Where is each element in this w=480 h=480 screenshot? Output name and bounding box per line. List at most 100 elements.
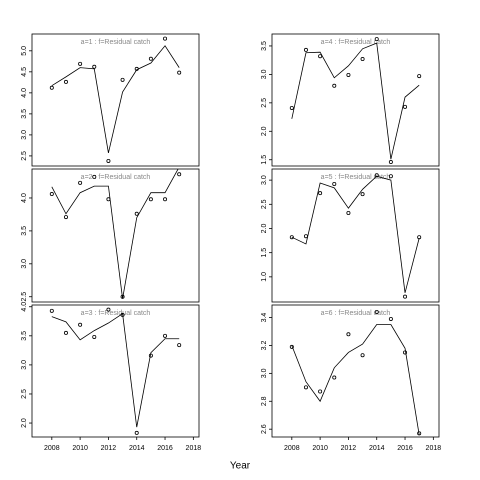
data-point (148, 197, 153, 202)
y-tick-label: 2.5 (261, 98, 268, 108)
plot-area (49, 36, 182, 163)
plot-area (49, 307, 182, 435)
x-axis-label: Year (230, 461, 251, 472)
x-tick-label: 2016 (157, 445, 173, 452)
x-tick-label: 2008 (44, 445, 60, 452)
fitted-line (291, 42, 420, 160)
data-point (417, 74, 422, 79)
y-tick-label: 1.5 (261, 248, 268, 258)
plot-area (289, 173, 422, 299)
data-point (92, 334, 97, 339)
data-point (374, 37, 379, 42)
y-tick-label: 3.5 (261, 41, 268, 51)
data-point (134, 211, 139, 216)
fitted-line (291, 324, 420, 435)
y-tick-label: 2.0 (261, 224, 268, 234)
data-point (346, 211, 351, 216)
data-point (360, 353, 365, 358)
data-point (388, 160, 393, 165)
panel-frame (271, 168, 440, 303)
data-point (163, 36, 168, 41)
y-tick-label: 5.0 (21, 46, 28, 56)
panel-title: a=5 : f=Residual catch (321, 174, 391, 181)
y-tick-label: 2.5 (261, 199, 268, 209)
data-point (92, 64, 97, 69)
x-tick-label: 2018 (186, 445, 202, 452)
y-tick-label: 2.5 (21, 389, 28, 399)
fitted-line (291, 175, 420, 293)
y-tick-label: 2.0 (261, 126, 268, 136)
x-tick-label: 2012 (341, 445, 357, 452)
fitted-line (51, 45, 180, 154)
y-tick-label: 3.5 (21, 226, 28, 236)
data-point (374, 173, 379, 178)
x-tick-label: 2010 (72, 445, 88, 452)
y-tick-label: 3.2 (261, 340, 268, 350)
data-point (318, 389, 323, 394)
data-point (374, 309, 379, 314)
data-point (332, 83, 337, 88)
x-tick-label: 2010 (312, 445, 328, 452)
x-tick-label: 2012 (101, 445, 117, 452)
data-point (120, 77, 125, 82)
data-point (92, 174, 97, 179)
y-tick-label: 2.8 (261, 396, 268, 406)
data-point (163, 197, 168, 202)
data-point (332, 181, 337, 186)
panel-frame (31, 168, 200, 303)
data-point (134, 430, 139, 435)
data-point (49, 308, 54, 313)
data-point (78, 61, 83, 66)
y-tick-label: 3.4 (261, 313, 268, 323)
plot-area (49, 169, 182, 299)
y-tick-label: 1.0 (261, 272, 268, 282)
data-point (360, 192, 365, 197)
data-point (63, 215, 68, 220)
data-point (49, 85, 54, 90)
y-tick-label: 2.0 (21, 418, 28, 428)
data-point (346, 332, 351, 337)
data-point (177, 172, 182, 177)
x-tick-label: 2014 (369, 445, 385, 452)
panel-title: a=3 : f=Residual catch (81, 310, 151, 317)
data-point (346, 72, 351, 77)
data-point (63, 79, 68, 84)
panel-title: a=6 : f=Residual catch (321, 310, 391, 317)
plot-area (289, 309, 422, 436)
x-tick-label: 2018 (426, 445, 442, 452)
panel-title: a=4 : f=Residual catch (321, 39, 391, 46)
panel-title: a=2 : f=Residual catch (81, 174, 151, 181)
x-tick-label: 2014 (129, 445, 145, 452)
y-tick-label: 4.0 (21, 302, 28, 312)
y-tick-label: 4.5 (21, 67, 28, 77)
y-tick-label: 2.6 (261, 424, 268, 434)
data-point (106, 158, 111, 163)
data-point (403, 350, 408, 355)
y-tick-label: 3.0 (261, 175, 268, 185)
data-point (106, 307, 111, 312)
y-tick-label: 3.0 (21, 130, 28, 140)
data-point (177, 343, 182, 348)
y-tick-label: 3.0 (261, 69, 268, 79)
data-point (403, 294, 408, 299)
data-point (332, 375, 337, 380)
y-tick-label: 3.5 (21, 109, 28, 119)
data-point (63, 330, 68, 335)
panel-frame (271, 33, 440, 167)
panel-frame (271, 304, 440, 438)
data-point (303, 385, 308, 390)
fitted-line (51, 313, 180, 428)
data-point (289, 344, 294, 349)
fitted-line (51, 169, 179, 299)
y-tick-label: 3.0 (21, 259, 28, 269)
data-point (360, 57, 365, 62)
data-point (49, 192, 54, 197)
x-tick-label: 2016 (397, 445, 413, 452)
data-point (388, 316, 393, 321)
data-point (388, 174, 393, 179)
data-point (303, 234, 308, 239)
data-point (148, 56, 153, 61)
data-point (177, 70, 182, 75)
plot-area (289, 37, 422, 165)
